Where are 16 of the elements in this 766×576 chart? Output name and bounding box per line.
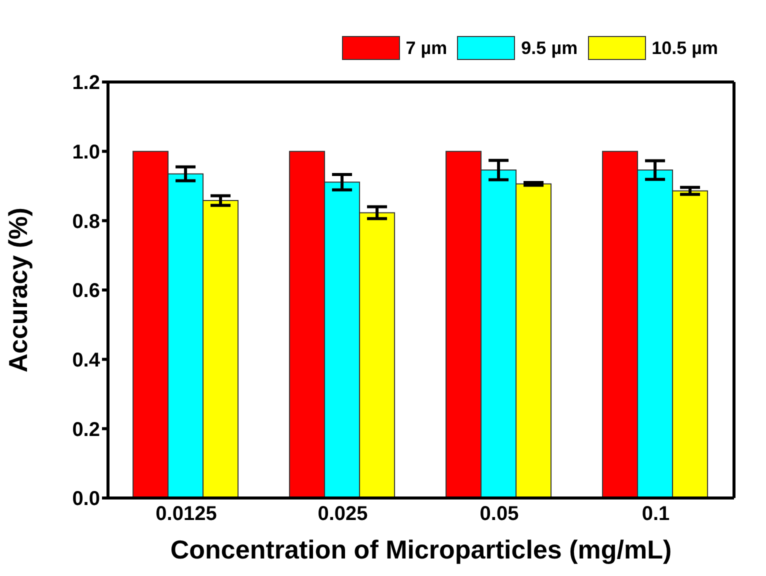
x-tick-label: 0.0125 — [156, 503, 217, 526]
y-axis-title: Accuracy (%) — [3, 208, 34, 372]
legend-label: 7 µm — [406, 38, 448, 58]
x-tick-label: 0.05 — [480, 503, 519, 526]
y-tick-label: 0.4 — [72, 349, 101, 372]
y-tick-label: 1.0 — [72, 141, 100, 164]
y-tick-label: 0.8 — [72, 210, 100, 233]
y-tick-label: 1.2 — [72, 72, 100, 94]
legend-label: 10.5 µm — [652, 38, 718, 58]
x-tick-label: 0.025 — [318, 503, 368, 526]
legend-label: 9.5 µm — [521, 38, 578, 58]
y-tick-label: 0.6 — [72, 280, 100, 302]
y-tick-label: 0.0 — [72, 488, 100, 510]
x-tick-label: 0.1 — [642, 503, 670, 526]
y-tick-label: 0.2 — [72, 418, 100, 441]
x-axis-title: Concentration of Microparticles (mg/mL) — [170, 534, 672, 564]
